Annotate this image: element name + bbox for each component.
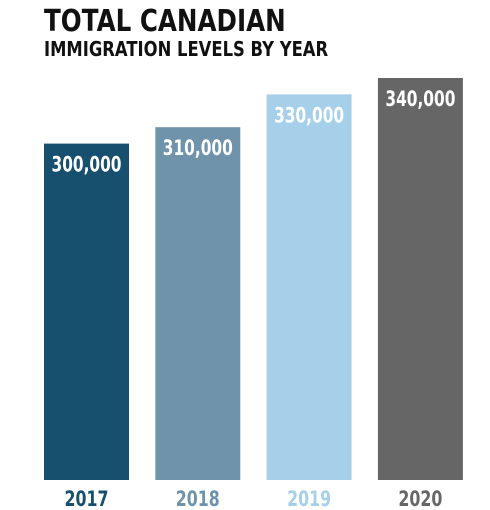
data-label-2018: 310,000 (163, 136, 233, 160)
data-label-2019: 330,000 (274, 103, 344, 127)
data-label-2017: 300,000 (52, 153, 122, 177)
bar-2020 (377, 78, 463, 480)
x-tick-label-2019: 2019 (287, 487, 331, 510)
chart-subtitle: IMMIGRATION LEVELS BY YEAR (44, 37, 329, 61)
x-tick-label-2018: 2018 (176, 487, 220, 510)
x-tick-label-2020: 2020 (398, 487, 442, 510)
data-label-2020: 340,000 (385, 87, 455, 111)
x-tick-label-2017: 2017 (65, 487, 109, 510)
bar-2019 (266, 94, 352, 481)
chart-title-block: TOTAL CANADIAN IMMIGRATION LEVELS BY YEA… (44, 4, 391, 61)
bar-2017 (44, 143, 129, 480)
bar-2018 (155, 127, 241, 480)
chart-title: TOTAL CANADIAN (44, 4, 286, 39)
